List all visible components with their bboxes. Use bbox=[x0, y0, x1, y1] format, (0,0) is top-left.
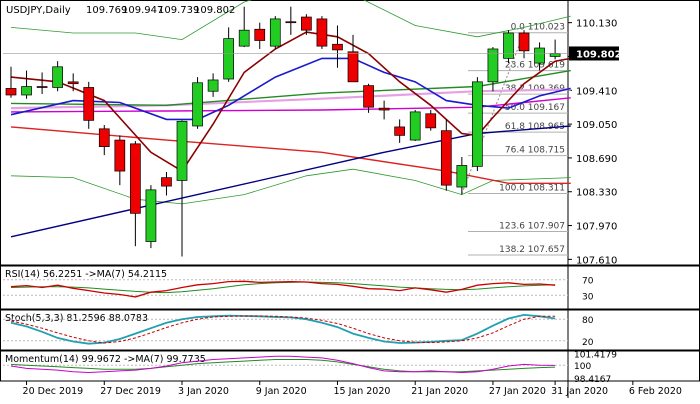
current-price-box bbox=[569, 46, 619, 61]
stoch-k-line bbox=[10, 313, 556, 345]
candle-body-bullish bbox=[21, 86, 32, 96]
candle-body-bearish bbox=[301, 16, 312, 31]
fibonacci-level-label: 100.0 108.311 bbox=[499, 184, 565, 194]
bollinger-lower-band bbox=[10, 168, 571, 205]
price-axis-label: 110.130 bbox=[576, 19, 617, 30]
rsi-pane-label: RSI(14) 56.2251 ->MA(7) 54.2115 bbox=[5, 269, 167, 280]
time-axis-label: 6 Feb 2020 bbox=[629, 386, 682, 397]
candle-body-bullish bbox=[409, 111, 421, 141]
candle-body-bullish bbox=[549, 53, 561, 57]
price-axis-label: 107.970 bbox=[576, 222, 617, 233]
candle-body-bearish bbox=[332, 43, 343, 51]
candle-body-bearish bbox=[518, 32, 530, 52]
time-axis-label: 3 Jan 2020 bbox=[178, 386, 229, 397]
candle-body-bearish bbox=[5, 88, 17, 96]
candle-body-bullish bbox=[192, 82, 203, 127]
candle-body-bearish bbox=[347, 51, 359, 83]
candle-body-bullish bbox=[534, 47, 545, 64]
candle-body-bearish bbox=[394, 126, 406, 136]
fibonacci-level-label: 0.0 110.023 bbox=[511, 23, 565, 33]
candle-body-bullish bbox=[207, 79, 219, 92]
candle-body-bullish bbox=[145, 189, 157, 242]
rsi-level-label: 70 bbox=[582, 277, 594, 287]
candle-body-bearish bbox=[98, 128, 110, 148]
candle-body-bearish bbox=[378, 107, 390, 111]
time-axis-label: 20 Dec 2019 bbox=[23, 386, 84, 397]
rsi-level-label: 30 bbox=[582, 292, 594, 302]
ohlc-high-value: 109.947 bbox=[122, 5, 163, 16]
price-axis-label: 108.330 bbox=[576, 188, 617, 199]
candle-body-bearish bbox=[254, 28, 266, 41]
candle-body-bullish bbox=[269, 18, 281, 47]
moving-average-navy bbox=[10, 125, 571, 238]
time-axis-label: 15 Jan 2020 bbox=[333, 386, 390, 397]
fibonacci-level-label: 123.6 107.907 bbox=[499, 221, 565, 231]
candle-body-bullish bbox=[503, 32, 514, 59]
symbol-label: USDJPY,Daily bbox=[6, 5, 71, 16]
stoch-pane-label: Stoch(5,3,3) 81.2596 88.0783 bbox=[5, 313, 148, 324]
bollinger-upper-band bbox=[10, 0, 571, 41]
momentum-axis-label: 98.4167 bbox=[574, 375, 611, 385]
moving-average-green bbox=[10, 69, 571, 107]
candle-body-bullish bbox=[52, 66, 63, 88]
ohlc-open-value: 109.769 bbox=[86, 5, 127, 16]
moving-average-red bbox=[10, 126, 571, 185]
rsi-line bbox=[10, 280, 556, 298]
candle-body-bearish bbox=[36, 86, 48, 88]
candle-body-bearish bbox=[114, 139, 126, 172]
candle-body-bearish bbox=[83, 87, 95, 121]
candle-body-bearish bbox=[363, 85, 374, 108]
candle-body-bullish bbox=[456, 165, 468, 188]
price-axis-label: 108.690 bbox=[576, 154, 617, 165]
candle-body-bullish bbox=[176, 120, 188, 181]
candle-body-bearish bbox=[161, 177, 172, 187]
stoch-d-line bbox=[10, 315, 556, 344]
price-axis-label: 109.410 bbox=[576, 86, 617, 97]
candle-body-bearish bbox=[440, 130, 452, 186]
fibonacci-level-label: 76.4 108.715 bbox=[505, 146, 565, 156]
candle-body-bearish bbox=[425, 113, 437, 129]
candle-body-bearish bbox=[67, 81, 79, 85]
candle-body-bearish bbox=[130, 143, 141, 214]
price-axis-label: 109.050 bbox=[576, 120, 617, 131]
time-axis-label: 9 Jan 2020 bbox=[256, 386, 307, 397]
momentum-pane-label: Momentum(14) 99.9672 ->MA(7) 99.7735 bbox=[5, 354, 206, 365]
price-axis-label: 107.610 bbox=[576, 255, 617, 266]
fibonacci-level-label: 50.0 109.167 bbox=[505, 103, 565, 113]
fibonacci-level-label: 138.2 107.657 bbox=[499, 245, 565, 255]
ohlc-close-value: 109.802 bbox=[194, 5, 235, 16]
candle-body-bullish bbox=[487, 48, 499, 83]
candle-body-bullish bbox=[238, 29, 250, 47]
time-axis-label: 21 Jan 2020 bbox=[411, 386, 468, 397]
stoch-level-label: 20 bbox=[582, 338, 594, 348]
candle-body-bullish bbox=[472, 81, 483, 167]
time-axis-label: 27 Dec 2019 bbox=[100, 386, 161, 397]
momentum-axis-label: 100 bbox=[574, 362, 591, 372]
momentum-line bbox=[10, 355, 556, 374]
candle-body-bullish bbox=[223, 38, 234, 80]
momentum-axis-label: 101.4179 bbox=[574, 351, 617, 361]
stoch-level-label: 80 bbox=[582, 316, 594, 326]
ohlc-low-value: 109.739 bbox=[158, 5, 199, 16]
current-price-label: 109.802 bbox=[576, 49, 622, 60]
fibonacci-level-label: 23.6 109.619 bbox=[505, 61, 565, 71]
fibonacci-level-label: 61.8 108.965 bbox=[505, 122, 565, 132]
rsi-ma-line bbox=[10, 281, 556, 294]
momentum-ma-line bbox=[10, 359, 556, 373]
candle-body-bearish bbox=[285, 21, 297, 24]
time-axis-label: 31 Jan 2020 bbox=[551, 386, 608, 397]
moving-average-pink bbox=[10, 88, 571, 110]
candle-body-bearish bbox=[316, 18, 328, 47]
time-axis-label: 27 Jan 2020 bbox=[489, 386, 546, 397]
